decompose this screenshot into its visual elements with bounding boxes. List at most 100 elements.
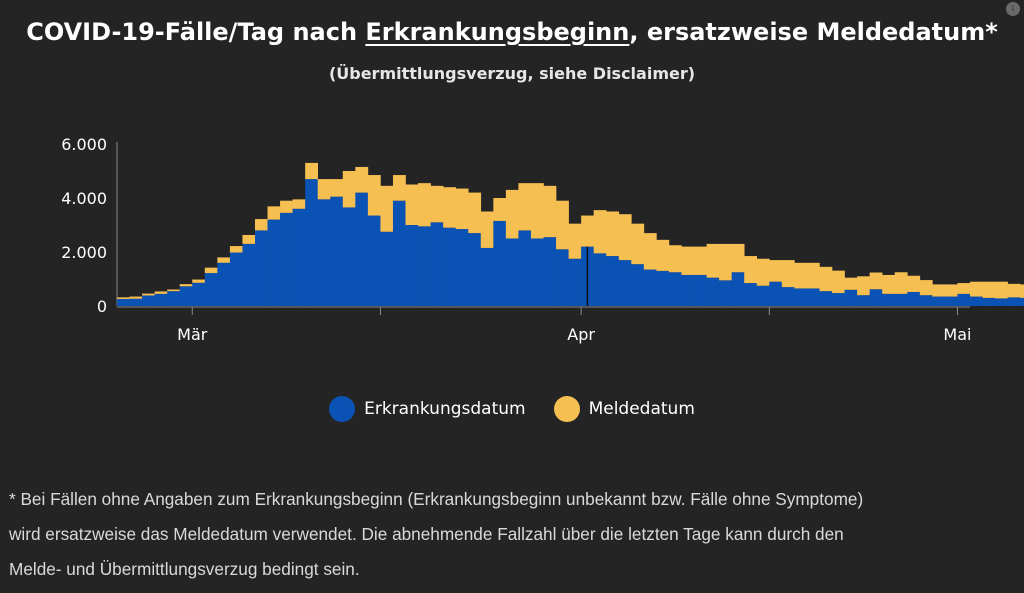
bar-meldedatum xyxy=(806,262,820,289)
bar-meldedatum xyxy=(932,284,946,297)
bar-erkrankungsdatum xyxy=(305,179,319,306)
bar-erkrankungsdatum xyxy=(204,273,218,306)
bar-erkrankungsdatum xyxy=(957,293,971,306)
bar-meldedatum xyxy=(781,260,795,288)
bar-erkrankungsdatum xyxy=(719,280,732,306)
bar-meldedatum xyxy=(631,223,645,265)
bar-erkrankungsdatum xyxy=(229,252,243,306)
bar-erkrankungsdatum xyxy=(618,260,632,306)
bar-erkrankungsdatum xyxy=(694,274,707,306)
bar-erkrankungsdatum xyxy=(142,295,155,306)
bar-meldedatum xyxy=(430,185,444,223)
bar-meldedatum xyxy=(744,256,758,284)
y-tick-label: 0 xyxy=(97,297,107,316)
bar-erkrankungsdatum xyxy=(242,243,256,306)
bar-erkrankungsdatum xyxy=(806,288,820,306)
bar-erkrankungsdatum xyxy=(1007,297,1021,306)
bar-meldedatum xyxy=(894,272,908,294)
bar-meldedatum xyxy=(154,291,168,294)
bar-erkrankungsdatum xyxy=(468,233,482,306)
bar-erkrankungsdatum xyxy=(857,295,870,306)
bar-erkrankungsdatum xyxy=(280,212,293,306)
bar-meldedatum xyxy=(581,215,594,247)
bar-meldedatum xyxy=(656,239,670,271)
bar-erkrankungsdatum xyxy=(593,253,607,306)
bar-meldedatum xyxy=(643,233,657,270)
bar-erkrankungsdatum xyxy=(530,238,544,306)
chart-subtitle: (Übermittlungsverzug, siehe Disclaimer) xyxy=(328,64,696,83)
bar-meldedatum xyxy=(280,200,293,213)
bar-meldedatum xyxy=(192,279,206,283)
chart-title-prefix: COVID-19-Fälle/Tag nach xyxy=(26,18,366,46)
bar-meldedatum xyxy=(756,258,770,286)
bar-erkrankungsdatum xyxy=(882,293,896,306)
legend-label-meldedatum: Meldedatum xyxy=(588,399,695,419)
bar-meldedatum xyxy=(869,272,883,290)
bar-meldedatum xyxy=(957,283,971,294)
legend-item-meldedatum[interactable]: Meldedatum xyxy=(553,396,695,422)
bar-meldedatum xyxy=(480,211,494,248)
bar-meldedatum xyxy=(919,280,933,296)
bar-erkrankungsdatum xyxy=(919,295,933,306)
bar-meldedatum xyxy=(970,281,983,297)
bar-erkrankungsdatum xyxy=(731,272,745,306)
bar-meldedatum xyxy=(142,293,155,296)
bar-erkrankungsdatum xyxy=(944,296,958,306)
bar-meldedatum xyxy=(618,214,632,261)
bar-erkrankungsdatum xyxy=(995,298,1008,306)
bar-erkrankungsdatum xyxy=(455,229,469,306)
bar-meldedatum xyxy=(330,179,344,197)
bar-meldedatum xyxy=(468,192,482,234)
bar-meldedatum xyxy=(681,246,695,275)
bar-meldedatum xyxy=(405,184,419,225)
bar-meldedatum xyxy=(844,277,858,290)
legend-item-erkrankungsdatum[interactable]: Erkrankungsdatum xyxy=(329,396,526,422)
bar-erkrankungsdatum xyxy=(267,219,281,306)
bar-erkrankungsdatum xyxy=(794,288,808,306)
bar-meldedatum xyxy=(530,183,544,239)
bar-meldedatum xyxy=(443,187,456,228)
bar-meldedatum xyxy=(593,210,607,254)
bar-meldedatum xyxy=(1020,284,1024,298)
bar-erkrankungsdatum xyxy=(982,297,996,306)
disclaimer-text: * Bei Fällen ohne Angaben zum Erkrankung… xyxy=(9,482,1014,587)
bar-meldedatum xyxy=(518,183,532,231)
bar-erkrankungsdatum xyxy=(392,200,406,306)
bar-meldedatum xyxy=(292,199,306,209)
bar-erkrankungsdatum xyxy=(832,293,845,306)
bar-meldedatum xyxy=(117,297,130,299)
bar-meldedatum xyxy=(342,171,356,208)
bar-meldedatum xyxy=(367,175,381,216)
bar-meldedatum xyxy=(217,257,231,263)
bar-meldedatum xyxy=(267,206,281,220)
bar-erkrankungsdatum xyxy=(418,226,431,306)
info-icon[interactable]: i xyxy=(1006,2,1020,16)
bar-erkrankungsdatum xyxy=(556,249,569,306)
bar-erkrankungsdatum xyxy=(744,283,758,306)
bar-meldedatum xyxy=(819,266,833,292)
y-tick-label: 6.000 xyxy=(61,135,107,154)
x-tick-label: Mär xyxy=(177,325,208,344)
bar-erkrankungsdatum xyxy=(355,192,369,306)
bar-meldedatum xyxy=(556,200,569,250)
bar-meldedatum xyxy=(380,185,394,232)
bar-erkrankungsdatum xyxy=(254,230,268,306)
bar-meldedatum xyxy=(668,245,682,273)
y-tick-label: 2.000 xyxy=(61,243,107,262)
legend-swatch-erkrankungsdatum xyxy=(329,396,356,422)
bar-erkrankungsdatum xyxy=(154,293,168,306)
bar-meldedatum xyxy=(719,243,732,281)
bar-erkrankungsdatum xyxy=(129,298,143,306)
bar-erkrankungsdatum xyxy=(367,215,381,306)
bar-meldedatum xyxy=(882,274,896,294)
bar-meldedatum xyxy=(944,284,958,297)
bar-meldedatum xyxy=(179,284,193,287)
bar-erkrankungsdatum xyxy=(292,208,306,306)
bar-meldedatum xyxy=(1007,283,1021,298)
bar-erkrankungsdatum xyxy=(443,227,456,306)
bar-erkrankungsdatum xyxy=(330,196,344,306)
bar-meldedatum xyxy=(995,281,1008,299)
bar-erkrankungsdatum xyxy=(631,264,645,306)
bar-erkrankungsdatum xyxy=(192,282,206,306)
bar-erkrankungsdatum xyxy=(907,291,921,306)
